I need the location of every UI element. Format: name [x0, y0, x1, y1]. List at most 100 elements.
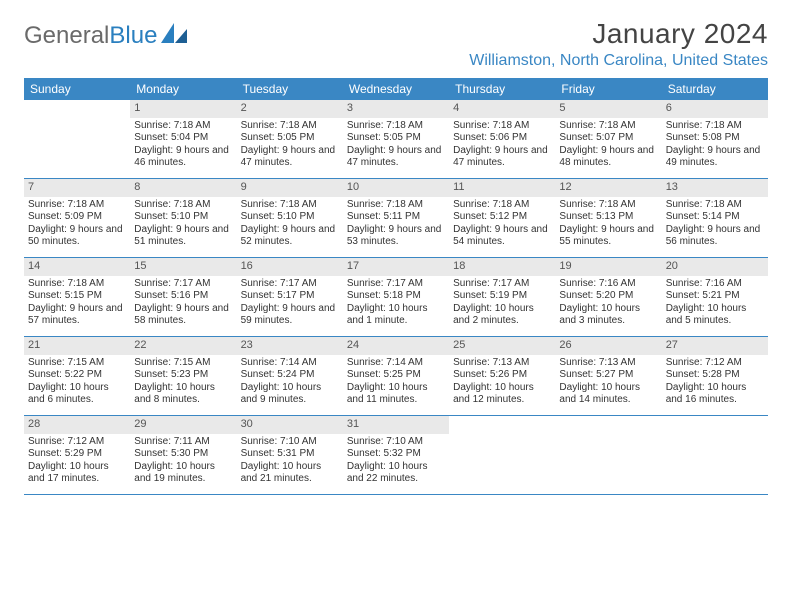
day-number: 14: [24, 258, 130, 276]
day-info-line: Daylight: 9 hours and 53 minutes.: [347, 224, 445, 249]
day-info-line: Sunrise: 7:18 AM: [559, 199, 657, 212]
day-body: Sunrise: 7:17 AMSunset: 5:16 PMDaylight:…: [130, 276, 236, 332]
day-info-line: Daylight: 10 hours and 17 minutes.: [28, 461, 126, 486]
calendar: SundayMondayTuesdayWednesdayThursdayFrid…: [24, 78, 768, 495]
day-cell: 6Sunrise: 7:18 AMSunset: 5:08 PMDaylight…: [662, 100, 768, 178]
day-cell: 3Sunrise: 7:18 AMSunset: 5:05 PMDaylight…: [343, 100, 449, 178]
day-info-line: Sunset: 5:26 PM: [453, 369, 551, 382]
location: Williamston, North Carolina, United Stat…: [469, 52, 768, 70]
week-row: 7Sunrise: 7:18 AMSunset: 5:09 PMDaylight…: [24, 179, 768, 258]
day-cell: 28Sunrise: 7:12 AMSunset: 5:29 PMDayligh…: [24, 416, 130, 494]
day-body: [662, 434, 768, 440]
day-info-line: Daylight: 9 hours and 49 minutes.: [666, 145, 764, 170]
day-info-line: Sunset: 5:05 PM: [347, 132, 445, 145]
day-number: 20: [662, 258, 768, 276]
day-number: 15: [130, 258, 236, 276]
day-info-line: Sunrise: 7:18 AM: [666, 199, 764, 212]
day-cell: 21Sunrise: 7:15 AMSunset: 5:22 PMDayligh…: [24, 337, 130, 415]
day-info-line: Sunrise: 7:18 AM: [347, 199, 445, 212]
day-info-line: Daylight: 10 hours and 2 minutes.: [453, 303, 551, 328]
day-cell: 13Sunrise: 7:18 AMSunset: 5:14 PMDayligh…: [662, 179, 768, 257]
day-info-line: Daylight: 10 hours and 19 minutes.: [134, 461, 232, 486]
day-cell: 19Sunrise: 7:16 AMSunset: 5:20 PMDayligh…: [555, 258, 661, 336]
day-number: 28: [24, 416, 130, 434]
day-cell: 18Sunrise: 7:17 AMSunset: 5:19 PMDayligh…: [449, 258, 555, 336]
logo: GeneralBlue: [24, 22, 187, 50]
day-number: 25: [449, 337, 555, 355]
day-cell: .: [449, 416, 555, 494]
day-info-line: Sunset: 5:21 PM: [666, 290, 764, 303]
day-cell: 16Sunrise: 7:17 AMSunset: 5:17 PMDayligh…: [237, 258, 343, 336]
day-header-cell: Friday: [555, 78, 661, 100]
day-body: Sunrise: 7:18 AMSunset: 5:05 PMDaylight:…: [237, 118, 343, 174]
day-body: Sunrise: 7:18 AMSunset: 5:07 PMDaylight:…: [555, 118, 661, 174]
day-info-line: Sunrise: 7:18 AM: [241, 120, 339, 133]
day-info-line: Daylight: 10 hours and 22 minutes.: [347, 461, 445, 486]
day-body: [555, 434, 661, 440]
day-number: 6: [662, 100, 768, 118]
day-info-line: Sunset: 5:19 PM: [453, 290, 551, 303]
day-header-cell: Tuesday: [237, 78, 343, 100]
day-header-cell: Sunday: [24, 78, 130, 100]
day-number: 13: [662, 179, 768, 197]
day-number: 17: [343, 258, 449, 276]
day-number: 19: [555, 258, 661, 276]
day-cell: 14Sunrise: 7:18 AMSunset: 5:15 PMDayligh…: [24, 258, 130, 336]
logo-text-b: Blue: [109, 22, 157, 50]
day-info-line: Sunrise: 7:18 AM: [28, 278, 126, 291]
day-info-line: Sunset: 5:22 PM: [28, 369, 126, 382]
day-body: Sunrise: 7:18 AMSunset: 5:08 PMDaylight:…: [662, 118, 768, 174]
day-number: 5: [555, 100, 661, 118]
day-info-line: Daylight: 9 hours and 47 minutes.: [241, 145, 339, 170]
day-info-line: Sunset: 5:15 PM: [28, 290, 126, 303]
day-number: 31: [343, 416, 449, 434]
day-body: Sunrise: 7:17 AMSunset: 5:19 PMDaylight:…: [449, 276, 555, 332]
day-info-line: Sunrise: 7:18 AM: [347, 120, 445, 133]
day-info-line: Sunrise: 7:17 AM: [347, 278, 445, 291]
day-cell: 31Sunrise: 7:10 AMSunset: 5:32 PMDayligh…: [343, 416, 449, 494]
day-header-cell: Wednesday: [343, 78, 449, 100]
day-body: Sunrise: 7:18 AMSunset: 5:06 PMDaylight:…: [449, 118, 555, 174]
day-body: Sunrise: 7:16 AMSunset: 5:20 PMDaylight:…: [555, 276, 661, 332]
header: GeneralBlue January 2024 Williamston, No…: [24, 18, 768, 70]
day-info-line: Sunset: 5:31 PM: [241, 448, 339, 461]
day-body: Sunrise: 7:12 AMSunset: 5:29 PMDaylight:…: [24, 434, 130, 490]
day-info-line: Sunrise: 7:18 AM: [666, 120, 764, 133]
day-info-line: Sunrise: 7:17 AM: [134, 278, 232, 291]
day-info-line: Daylight: 9 hours and 52 minutes.: [241, 224, 339, 249]
day-info-line: Sunset: 5:24 PM: [241, 369, 339, 382]
day-body: Sunrise: 7:18 AMSunset: 5:05 PMDaylight:…: [343, 118, 449, 174]
day-number: 26: [555, 337, 661, 355]
day-body: [449, 434, 555, 440]
day-body: Sunrise: 7:18 AMSunset: 5:04 PMDaylight:…: [130, 118, 236, 174]
day-header-cell: Thursday: [449, 78, 555, 100]
day-body: Sunrise: 7:15 AMSunset: 5:22 PMDaylight:…: [24, 355, 130, 411]
logo-sail-icon: [161, 22, 187, 50]
day-cell: 7Sunrise: 7:18 AMSunset: 5:09 PMDaylight…: [24, 179, 130, 257]
day-info-line: Daylight: 10 hours and 1 minute.: [347, 303, 445, 328]
day-info-line: Sunrise: 7:11 AM: [134, 436, 232, 449]
day-number: 23: [237, 337, 343, 355]
day-info-line: Sunset: 5:07 PM: [559, 132, 657, 145]
day-body: Sunrise: 7:18 AMSunset: 5:11 PMDaylight:…: [343, 197, 449, 253]
day-body: [24, 118, 130, 124]
day-info-line: Sunrise: 7:18 AM: [453, 199, 551, 212]
day-info-line: Sunrise: 7:14 AM: [347, 357, 445, 370]
day-info-line: Daylight: 10 hours and 6 minutes.: [28, 382, 126, 407]
day-number: 10: [343, 179, 449, 197]
day-number: 29: [130, 416, 236, 434]
day-number: 21: [24, 337, 130, 355]
day-info-line: Sunrise: 7:18 AM: [453, 120, 551, 133]
day-info-line: Daylight: 9 hours and 54 minutes.: [453, 224, 551, 249]
day-body: Sunrise: 7:18 AMSunset: 5:12 PMDaylight:…: [449, 197, 555, 253]
day-cell: 22Sunrise: 7:15 AMSunset: 5:23 PMDayligh…: [130, 337, 236, 415]
day-body: Sunrise: 7:18 AMSunset: 5:10 PMDaylight:…: [237, 197, 343, 253]
day-cell: .: [662, 416, 768, 494]
day-header-cell: Monday: [130, 78, 236, 100]
day-info-line: Sunset: 5:05 PM: [241, 132, 339, 145]
day-info-line: Sunset: 5:06 PM: [453, 132, 551, 145]
day-info-line: Sunrise: 7:16 AM: [559, 278, 657, 291]
day-info-line: Sunrise: 7:12 AM: [666, 357, 764, 370]
day-info-line: Sunset: 5:16 PM: [134, 290, 232, 303]
day-header-row: SundayMondayTuesdayWednesdayThursdayFrid…: [24, 78, 768, 100]
